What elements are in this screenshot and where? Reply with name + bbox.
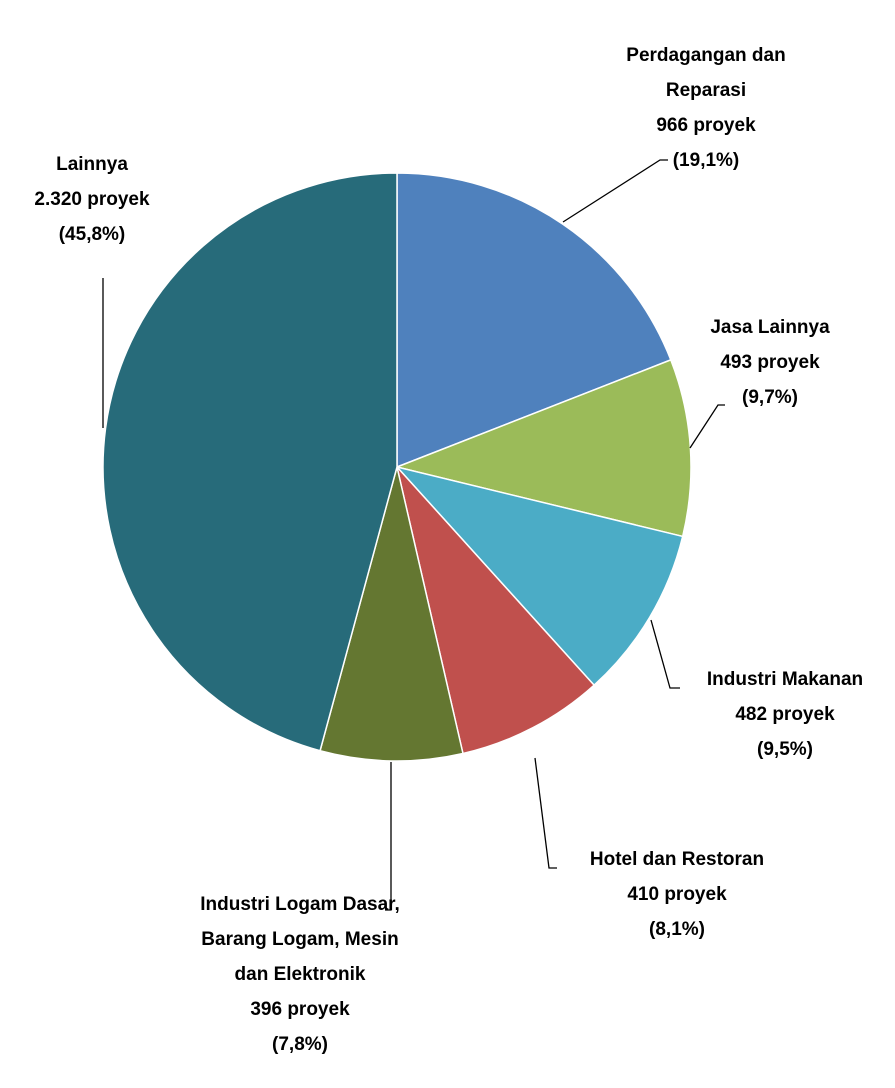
category-name: Perdagangan dan Reparasi	[626, 45, 786, 101]
slice-label: Perdagangan dan Reparasi 966 proyek (19,1%…	[601, 38, 811, 178]
leader-line	[650, 619, 680, 689]
value-label: 966 proyek	[656, 115, 756, 136]
category-name: Hotel dan Restoran	[589, 849, 765, 870]
pie-slice	[319, 466, 464, 762]
pie-slice	[394, 465, 684, 687]
value-label: 396 proyek	[250, 999, 350, 1020]
slice-label: Hotel dan Restoran 410 proyek (8,1%)	[547, 842, 807, 947]
leader-line	[562, 159, 668, 223]
pie-slice	[102, 172, 398, 752]
slice-label: Lainnya 2.320 proyek (45,8%)	[0, 147, 192, 252]
percentage-label: (45,8%)	[58, 224, 126, 245]
slice-label: Industri Logam Dasar, Barang Logam, Mesi…	[195, 887, 405, 1062]
leader-line	[385, 762, 392, 911]
category-name: Industri Makanan	[706, 669, 864, 690]
category-name: Lainnya	[56, 154, 128, 175]
percentage-label: (7,8%)	[272, 1034, 328, 1055]
slice-label: Jasa Lainnya 493 proyek (9,7%)	[670, 310, 870, 415]
value-label: 2.320 proyek	[34, 189, 150, 210]
pie-slice	[396, 172, 672, 469]
percentage-label: (9,5%)	[757, 739, 813, 760]
percentage-label: (8,1%)	[649, 919, 705, 940]
value-label: 493 proyek	[720, 352, 820, 373]
leader-line	[534, 757, 557, 869]
percentage-label: (19,1%)	[672, 150, 740, 171]
value-label: 410 proyek	[627, 884, 727, 905]
leader-line	[689, 404, 725, 449]
category-name: Jasa Lainnya	[710, 317, 830, 338]
leader-lines	[102, 159, 725, 911]
category-name: Industri Logam Dasar, Barang Logam, Mesi…	[200, 894, 400, 985]
pie-slice	[395, 464, 596, 755]
percentage-label: (9,7%)	[742, 387, 798, 408]
pie	[102, 172, 692, 762]
slice-label: Industri Makanan 482 proyek (9,5%)	[675, 662, 895, 767]
value-label: 482 proyek	[735, 704, 835, 725]
